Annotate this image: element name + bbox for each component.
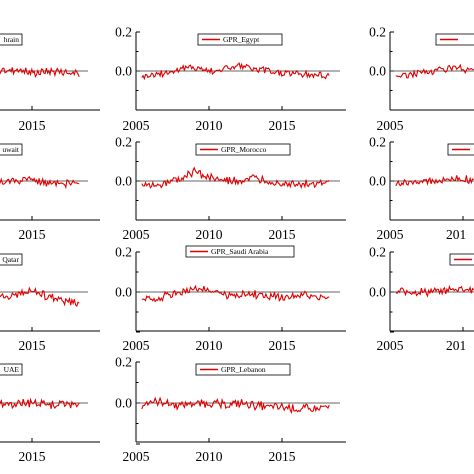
- legend: Qatar: [0, 253, 23, 266]
- series-line: [395, 175, 474, 187]
- x-tick-label: 2005: [123, 118, 150, 133]
- legend-label: GPR_Saudi Arabia: [211, 247, 269, 256]
- legend-box: [0, 143, 23, 156]
- legend: GPR_Lebanon: [195, 363, 291, 376]
- legend-label: uwait: [2, 145, 20, 154]
- series-line: [141, 284, 330, 303]
- x-tick-label: 2010: [196, 227, 223, 242]
- x-tick-label: 2015: [269, 118, 296, 133]
- y-tick-label: 0.2: [369, 25, 386, 40]
- legend-label: Qatar: [2, 255, 19, 264]
- legend-box: [0, 363, 23, 376]
- legend: GPR_Egypt: [197, 33, 283, 46]
- x-tick-label: 2015: [269, 449, 296, 464]
- y-tick-label: 0.2: [115, 135, 132, 150]
- panel-gpr-saudi-arabia: 0.2 0.0 2005 2010 2015 GPR_Saudi Arabia: [115, 245, 346, 353]
- x-tick-label: 2005: [377, 338, 404, 353]
- series-line: [395, 284, 474, 298]
- series-line: [0, 175, 80, 190]
- y-tick-label: 0.0: [115, 396, 132, 411]
- legend: hrain: [0, 33, 23, 46]
- y-tick-label: 0.2: [115, 245, 132, 260]
- y-tick-label: 0.2: [369, 135, 386, 150]
- series-line: [141, 396, 330, 415]
- y-tick-label: 0.0: [115, 285, 132, 300]
- x-tick-label: 2005: [377, 227, 404, 242]
- legend-label: hrain: [4, 35, 20, 44]
- series-line: [0, 66, 80, 79]
- x-tick-label: 201: [446, 227, 466, 242]
- y-tick-label: 0.2: [115, 355, 132, 370]
- panel-gpr-qatar: 2015 Qatar: [0, 253, 100, 353]
- x-tick-label: 2015: [269, 227, 296, 242]
- panel-gpr-tunisia: 0.2 0.0 2005 201: [369, 245, 474, 353]
- x-tick-label: 2005: [123, 449, 150, 464]
- legend-label: UAE: [4, 365, 20, 374]
- panel-gpr-iran: 0.2 0.0 2005 G: [369, 25, 474, 133]
- x-tick-label: 2015: [269, 338, 296, 353]
- legend: GPR_Saudi Arabia: [185, 245, 295, 258]
- y-tick-label: 0.2: [115, 25, 132, 40]
- series-line: [141, 62, 330, 81]
- legend: [447, 143, 474, 156]
- x-tick-label: 2015: [19, 227, 46, 242]
- x-tick-label: 2005: [123, 227, 150, 242]
- y-tick-label: 0.0: [115, 64, 132, 79]
- x-tick-label: 2010: [196, 118, 223, 133]
- y-tick-label: 0.0: [369, 285, 386, 300]
- legend-box: [195, 363, 291, 376]
- panel-gpr-lebanon: 0.2 0.0 2005 2010 2015 GPR_Lebanon: [115, 355, 346, 464]
- legend-label: GPR_Morocco: [221, 145, 267, 154]
- legend-box: [195, 143, 291, 156]
- legend-box: [0, 33, 23, 46]
- panel-gpr-egypt: 0.2 0.0 2005 2010 2015 GPR_Egypt: [115, 25, 346, 133]
- y-tick-label: 0.2: [369, 245, 386, 260]
- x-tick-label: 2010: [196, 338, 223, 353]
- legend-box: [185, 245, 295, 258]
- legend: G: [435, 33, 474, 46]
- y-tick-label: 0.0: [115, 174, 132, 189]
- x-tick-label: 2015: [19, 449, 46, 464]
- x-tick-label: 201: [446, 338, 466, 353]
- panel-gpr-oman: 0.2 0.0 2005 201: [369, 135, 474, 242]
- legend-box: [0, 253, 23, 266]
- series-line: [395, 63, 474, 79]
- x-tick-label: 2010: [196, 449, 223, 464]
- x-tick-label: 2005: [377, 118, 404, 133]
- x-tick-label: 2015: [19, 118, 46, 133]
- y-tick-label: 0.0: [369, 64, 386, 79]
- series-line: [0, 286, 80, 308]
- legend: GPR_Morocco: [195, 143, 291, 156]
- series-line: [141, 166, 330, 190]
- legend-label: GPR_Lebanon: [221, 365, 266, 374]
- y-tick-label: 0.0: [369, 174, 386, 189]
- panel-gpr-bahrain: 2015 hrain: [0, 33, 100, 133]
- legend: UAE: [0, 363, 23, 376]
- legend: [449, 253, 474, 266]
- series-line: [0, 397, 80, 410]
- x-tick-label: 2015: [19, 338, 46, 353]
- legend-box: [197, 33, 283, 46]
- panel-gpr-uae: 2015 UAE: [0, 363, 100, 464]
- legend-label: GPR_Egypt: [223, 35, 260, 44]
- panel-gpr-morocco: 0.2 0.0 2005 2010 2015 GPR_Morocco: [115, 135, 346, 242]
- panel-gpr-kuwait: 2015 uwait: [0, 143, 100, 242]
- legend: uwait: [0, 143, 23, 156]
- x-tick-label: 2005: [123, 338, 150, 353]
